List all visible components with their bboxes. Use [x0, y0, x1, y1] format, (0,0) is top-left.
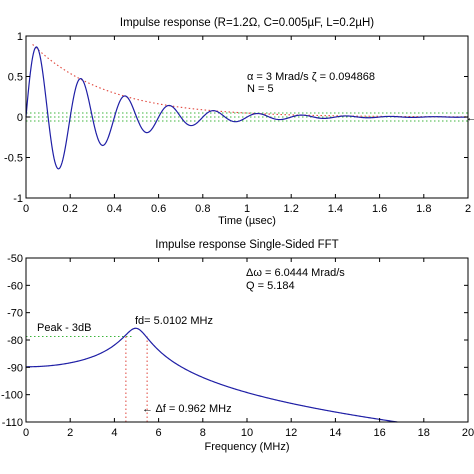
bottom-y-tick-label: -60 [7, 280, 23, 292]
top-plot-area: ← [25, 44, 474, 170]
top-y-tick-label: 0.5 [8, 72, 23, 84]
bottom-y-tick-label: -110 [2, 417, 23, 429]
top-x-tick-label: 1.2 [284, 203, 299, 215]
bottom-y-tick-label: -70 [7, 308, 23, 320]
bottom-fft-series [26, 327, 398, 423]
bottom-chart-title: Impulse response Single-Sided FFT [155, 239, 338, 251]
top-x-tick-label: 0.4 [107, 203, 122, 215]
top-y-tick-label: 1 [17, 31, 23, 43]
bottom-annotation-q: Q = 5.184 [246, 280, 295, 292]
bottom-x-tick-label: 14 [329, 427, 341, 439]
top-chart: Impulse response (R=1.2Ω, C=0.005µF, L=0… [4, 17, 474, 227]
top-y-tick-label: -1 [13, 193, 23, 205]
top-x-tick-label: 0.6 [151, 203, 166, 215]
bottom-chart: Impulse response Single-Sided FFT 0 2 4 6 8 1… [1, 239, 474, 453]
bottom-annotation-delta-f: ← Δf = 0.962 MHz [142, 403, 232, 415]
bottom-axes-frame [25, 257, 469, 423]
top-x-tick-label: 0.2 [63, 203, 78, 215]
bottom-annotation-delta-omega: Δω = 6.0444 Mrad/s [246, 267, 345, 279]
bottom-y-tick-label: -100 [1, 390, 23, 402]
bottom-annotation-fd: fd= 5.0102 MHz [135, 315, 213, 327]
top-x-tick-label: 2 [465, 203, 471, 215]
bottom-y-tick-label: -90 [7, 362, 23, 374]
top-y-tick-label: 0 [17, 112, 23, 124]
top-y-tick-label: -0.5 [4, 153, 23, 165]
bottom-y-tick-label: -50 [7, 253, 23, 265]
bottom-x-tick-label: 4 [111, 427, 117, 439]
bottom-ticks: 0 2 4 6 8 10 12 14 16 18 20 -110 -100 -90 -80 -70 -60 -50 [1, 253, 474, 439]
bottom-plot-area [26, 327, 398, 423]
top-x-tick-label: 1 [244, 203, 250, 215]
bottom-x-tick-label: 18 [418, 427, 430, 439]
bottom-y-tick-label: -80 [7, 335, 23, 347]
top-arrow-marker: ← [466, 112, 474, 124]
top-x-tick-label: 1.8 [416, 203, 431, 215]
bottom-x-tick-label: 12 [285, 427, 297, 439]
bottom-x-tick-label: 16 [373, 427, 385, 439]
bottom-x-tick-label: 20 [462, 427, 474, 439]
top-x-tick-label: 1.4 [328, 203, 343, 215]
bottom-x-axis-title: Frequency (MHz) [205, 441, 290, 453]
bottom-x-tick-label: 2 [67, 427, 73, 439]
top-x-tick-label: 1.6 [372, 203, 387, 215]
top-x-axis-title: Time (µsec) [218, 215, 276, 227]
top-chart-title: Impulse response (R=1.2Ω, C=0.005µF, L=0… [120, 17, 374, 29]
top-impulse-series [25, 46, 469, 170]
bottom-x-tick-label: 10 [241, 427, 253, 439]
bottom-x-tick-label: 6 [156, 427, 162, 439]
top-x-tick-label: 0 [23, 203, 29, 215]
bottom-x-tick-label: 0 [23, 427, 29, 439]
top-annotation-n: N = 5 [247, 83, 274, 95]
bottom-x-tick-label: 8 [200, 427, 206, 439]
top-x-tick-label: 0.8 [195, 203, 210, 215]
top-annotation-alpha-zeta: α = 3 Mrad/s ζ = 0.094868 [247, 71, 375, 83]
bottom-annotation-peak-3db: Peak - 3dB [37, 322, 91, 334]
top-ticks: 0 0.2 0.4 0.6 0.8 1 1.2 1.4 1.6 1.8 2 -1 -0.5 0 0.5 1 [4, 31, 471, 215]
top-axes-frame [25, 35, 469, 199]
